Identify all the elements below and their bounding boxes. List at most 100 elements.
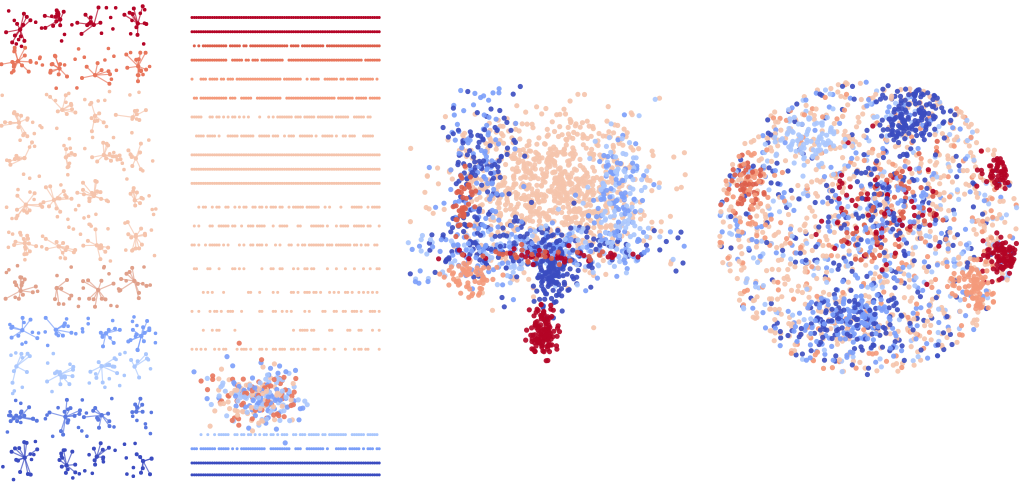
data-point: [357, 167, 361, 171]
data-point: [508, 127, 514, 133]
data-point: [312, 44, 316, 48]
data-point: [264, 96, 268, 100]
data-point: [605, 162, 611, 168]
data-point: [857, 80, 864, 86]
data-point: [791, 207, 797, 213]
data-point: [330, 461, 334, 465]
data-point: [210, 473, 214, 477]
data-point: [269, 44, 273, 48]
data-point: [8, 322, 12, 327]
data-point: [237, 167, 241, 171]
data-point: [231, 96, 235, 100]
data-point: [87, 21, 91, 26]
data-point: [368, 96, 372, 100]
data-point: [64, 317, 69, 321]
data-point: [260, 16, 264, 19]
data-point: [283, 16, 286, 19]
data-point: [375, 433, 379, 437]
data-point: [253, 153, 257, 157]
data-point: [526, 148, 532, 154]
data-point: [518, 195, 525, 201]
data-point: [17, 415, 23, 420]
data-point: [287, 153, 291, 157]
data-point: [61, 302, 66, 306]
data-point: [213, 77, 217, 81]
data-point: [103, 385, 107, 390]
data-point: [314, 461, 318, 465]
data-point: [373, 433, 377, 437]
data-point: [314, 16, 318, 19]
data-point: [255, 77, 259, 81]
data-point: [296, 181, 300, 185]
data-point: [316, 58, 320, 62]
data-point: [139, 226, 144, 231]
data-point: [575, 178, 581, 184]
data-point: [426, 206, 432, 212]
data-point: [530, 261, 536, 268]
data-point: [455, 223, 461, 229]
data-point: [298, 205, 302, 209]
data-point: [465, 88, 471, 95]
data-point: [99, 278, 104, 283]
data-point: [207, 423, 213, 429]
data-point: [262, 181, 266, 185]
data-point: [377, 58, 381, 62]
data-point: [242, 181, 246, 185]
data-point: [287, 447, 291, 451]
data-point: [339, 115, 343, 119]
data-point: [314, 58, 318, 62]
data-point: [146, 357, 151, 362]
data-point: [258, 461, 262, 465]
data-point: [316, 30, 320, 34]
data-point: [208, 44, 212, 48]
data-point: [555, 323, 561, 329]
data-point: [800, 173, 806, 179]
data-point: [260, 309, 264, 313]
graph-edge: [105, 329, 120, 334]
data-point: [316, 77, 320, 81]
data-point: [559, 232, 565, 238]
data-point: [514, 165, 520, 171]
data-point: [451, 112, 457, 118]
data-point: [352, 77, 356, 81]
data-point: [280, 433, 284, 437]
data-point: [339, 461, 343, 465]
data-point: [258, 16, 262, 19]
data-point: [271, 134, 275, 138]
data-point: [323, 96, 327, 100]
data-point: [63, 414, 68, 419]
data-point: [277, 397, 283, 403]
data-point: [580, 225, 586, 232]
data-point: [554, 186, 560, 192]
data-point: [341, 58, 345, 62]
data-point: [264, 167, 268, 171]
data-point: [67, 136, 72, 141]
data-point: [50, 62, 55, 66]
data-point: [92, 113, 98, 119]
data-point: [587, 155, 593, 162]
data-point: [375, 167, 379, 171]
data-point: [455, 159, 461, 165]
data-point: [292, 328, 295, 332]
data-point: [224, 473, 228, 477]
data-point: [22, 320, 26, 325]
data-point: [525, 205, 531, 211]
data-point: [136, 57, 141, 62]
data-point: [323, 181, 327, 185]
data-point: [244, 409, 250, 415]
data-point: [16, 333, 21, 338]
data-point: [352, 30, 356, 34]
data-point: [448, 167, 454, 173]
data-point: [228, 96, 232, 100]
data-point: [316, 347, 320, 351]
data-point: [560, 184, 566, 190]
data-point: [249, 347, 253, 351]
data-point: [303, 134, 307, 138]
data-point: [352, 153, 356, 157]
data-point: [555, 227, 561, 233]
data-point: [323, 473, 327, 477]
data-point: [323, 30, 327, 34]
data-point: [20, 342, 24, 346]
data-point: [292, 44, 295, 48]
data-point: [312, 328, 316, 332]
